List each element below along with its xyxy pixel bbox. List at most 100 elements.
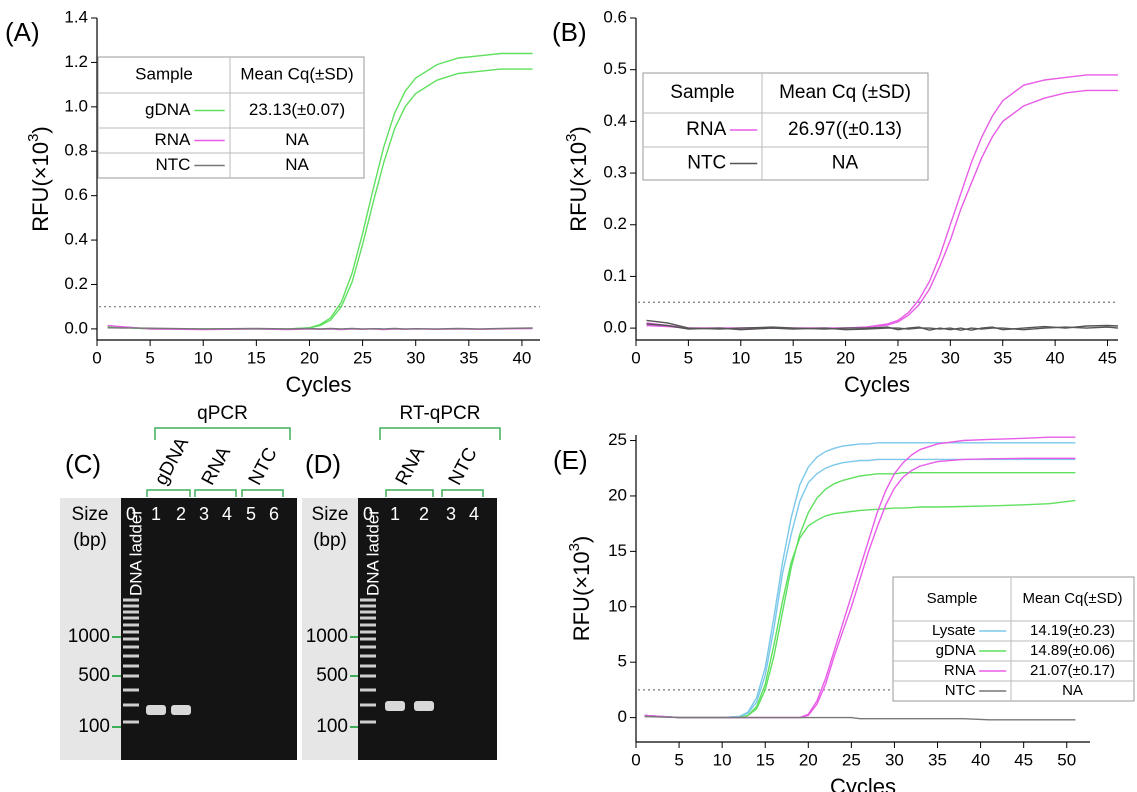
band xyxy=(171,705,191,715)
legend-label: Lysate xyxy=(932,622,976,639)
ladder-band xyxy=(123,637,139,641)
ladder-band xyxy=(123,610,139,614)
ladder-label: DNA ladder xyxy=(363,509,382,596)
x-tick-label: 40 xyxy=(971,750,990,769)
x-tick-label: 35 xyxy=(928,750,947,769)
legend-label: NTC xyxy=(155,155,190,174)
ladder-band xyxy=(360,720,376,724)
group-label: NTC xyxy=(445,444,482,488)
legend-label: RNA xyxy=(944,662,976,679)
curve xyxy=(646,323,1119,331)
lane-number: 3 xyxy=(199,504,209,524)
group-label: gDNA xyxy=(151,434,193,489)
x-tick-label: 15 xyxy=(247,348,266,367)
ladder-band xyxy=(123,645,139,649)
cq-value: 21.07(±0.17) xyxy=(1030,662,1115,679)
y-tick-label: 0.8 xyxy=(64,141,88,160)
ladder-band xyxy=(123,688,139,692)
assay-label: RT-qPCR xyxy=(400,403,481,424)
cq-value: NA xyxy=(832,153,859,174)
panel-label: (A) xyxy=(5,17,40,47)
x-tick-label: 5 xyxy=(145,348,154,367)
ladder-band xyxy=(360,654,376,658)
gel-side xyxy=(60,498,121,760)
y-tick-label: 0.6 xyxy=(603,7,627,26)
legend-label: RNA xyxy=(154,130,191,149)
unit-label: (bp) xyxy=(313,530,347,551)
ladder-band xyxy=(123,674,139,678)
y-tick-label: 20 xyxy=(608,485,627,504)
y-label-close: ) xyxy=(566,126,591,133)
lane-number: 1 xyxy=(390,504,400,524)
cq-value: 23.13(±0.07) xyxy=(249,100,345,119)
y-tick-label: 0.0 xyxy=(64,318,88,337)
y-label-base: RFU(×10 xyxy=(28,142,53,232)
x-tick-label: 10 xyxy=(731,348,750,367)
ladder-band xyxy=(123,664,139,668)
y-label-base: RFU(×10 xyxy=(566,142,591,232)
y-label-close: ) xyxy=(28,126,53,133)
marker-label: 1000 xyxy=(306,626,348,647)
y-label-sup: 3 xyxy=(563,134,580,142)
ladder-band xyxy=(360,703,376,707)
ladder-band xyxy=(123,703,139,707)
assay-label: qPCR xyxy=(197,403,248,424)
curve xyxy=(107,327,533,330)
marker-label: 500 xyxy=(78,665,110,686)
legend-table xyxy=(642,72,929,181)
table-header: Sample xyxy=(135,64,193,83)
lane-number: 2 xyxy=(176,504,186,524)
y-tick-label: 0.4 xyxy=(64,230,88,249)
x-tick-label: 35 xyxy=(459,348,478,367)
legend-label: gDNA xyxy=(936,642,976,659)
ladder-band xyxy=(360,604,376,608)
x-tick-label: 35 xyxy=(993,348,1012,367)
x-axis-label: Cycles xyxy=(830,774,896,792)
cq-value: NA xyxy=(1062,682,1083,699)
y-tick-label: 5 xyxy=(618,652,627,671)
x-tick-label: 45 xyxy=(1014,750,1033,769)
y-tick-label: 1.4 xyxy=(64,7,88,26)
x-tick-label: 25 xyxy=(842,750,861,769)
size-label: Size xyxy=(312,504,349,525)
cq-value: 14.19(±0.23) xyxy=(1030,622,1115,639)
curve xyxy=(644,715,1076,721)
curve xyxy=(644,472,1076,719)
curve xyxy=(644,499,1076,719)
ladder-band xyxy=(360,645,376,649)
ladder-band xyxy=(360,623,376,627)
y-tick-label: 0.2 xyxy=(64,274,88,293)
y-tick-label: 0.1 xyxy=(603,266,627,285)
unit-label: (bp) xyxy=(73,530,107,551)
legend-label: gDNA xyxy=(145,100,191,119)
marker-label: 500 xyxy=(316,665,348,686)
y-tick-label: 0.5 xyxy=(603,59,627,78)
cq-value: NA xyxy=(285,130,309,149)
panel-label: (C) xyxy=(65,449,101,479)
group-bracket xyxy=(241,489,284,497)
curve xyxy=(644,458,1076,719)
y-axis-label: RFU(×103) xyxy=(563,126,591,232)
ladder-band xyxy=(123,598,139,602)
table-header: Mean Cq(±SD) xyxy=(240,64,353,83)
y-label-sup: 3 xyxy=(566,543,583,551)
x-axis-label: Cycles xyxy=(844,372,910,397)
table-header: Mean Cq (±SD) xyxy=(779,82,911,103)
marker-label: 100 xyxy=(78,716,110,737)
x-tick-label: 45 xyxy=(1098,348,1117,367)
group-label: RNA xyxy=(392,443,430,489)
assay-bracket xyxy=(379,427,501,440)
ladder-band xyxy=(360,630,376,634)
x-tick-label: 30 xyxy=(885,750,904,769)
x-tick-label: 5 xyxy=(674,750,683,769)
table-header: Mean Cq(±SD) xyxy=(1023,590,1123,607)
ladder-band xyxy=(123,654,139,658)
x-tick-label: 0 xyxy=(92,348,101,367)
legend-table xyxy=(892,576,1135,702)
y-tick-label: 0.3 xyxy=(603,163,627,182)
x-tick-label: 15 xyxy=(784,348,803,367)
y-tick-label: 0.4 xyxy=(603,111,627,130)
x-tick-label: 30 xyxy=(941,348,960,367)
y-axis-label: RFU(×103) xyxy=(566,536,594,642)
y-tick-label: 25 xyxy=(608,430,627,449)
